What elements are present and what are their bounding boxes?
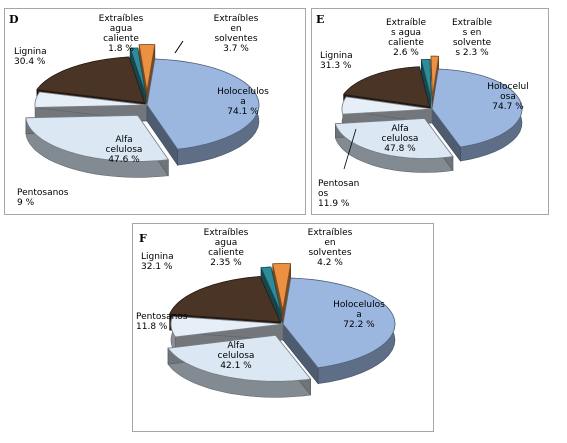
slice-holocelulosa [282, 277, 396, 369]
slice-alfa-celulosa [25, 114, 170, 162]
pie-chart-d [25, 40, 260, 178]
label-extraibles-solventes: Extraíbles en solventes 3.7 % [213, 14, 259, 54]
slice-holocelulosa [431, 68, 523, 148]
slice-alfa-celulosa [334, 118, 454, 159]
slice-lignina [36, 56, 145, 104]
label-alfa-celulosa: Alfa celulosa 47.8 % [381, 124, 419, 154]
label-extraibles-solventes: Extraíble s en solvente s 2.3 % [451, 18, 492, 58]
panel-letter: E [316, 13, 325, 26]
slice-lignina [169, 276, 281, 323]
slice-lignina [342, 66, 431, 107]
label-extraibles-solventes: Extraíbles en solventes 4.2 % [307, 228, 353, 268]
label-alfa-celulosa: Alfa celulosa 47.6 % [105, 135, 143, 165]
label-pentosanos: Pentosanos 9 % [17, 188, 69, 208]
label-pentosanos: Pentosanos 11.8 % [136, 312, 188, 332]
label-holocelulosa: Holocelul osa 74.7 % [487, 82, 529, 112]
slice-extraibles-agua-caliente [420, 59, 432, 100]
slice-pentosanos [34, 91, 148, 108]
label-holocelulosa: Holocelulos a 74.1 % [217, 87, 269, 117]
pie-chart-e [334, 55, 523, 173]
slice-pentosanos [170, 315, 284, 338]
label-lignina: Lignina 30.4 % [14, 47, 47, 67]
label-extraibles-agua-caliente: Extraíbles agua caliente 2.35 % [203, 228, 249, 268]
leader-line [343, 128, 357, 170]
slice-pentosanos [341, 96, 433, 115]
slice-extraibles-agua-caliente [129, 47, 146, 95]
slice-extraibles-agua-caliente [260, 266, 282, 314]
chart-panel-f: F Extraíbles agua caliente 2.35 % Extraí… [132, 223, 434, 432]
label-pentosanos: Pentosan os 11.9 % [318, 179, 360, 209]
panel-letter: D [9, 13, 19, 26]
slice-alfa-celulosa [167, 334, 312, 382]
panel-letter: F [139, 232, 147, 245]
leader-line [174, 40, 184, 54]
chart-panel-e: E Extraíble s agua caliente 2.6 % Extraí… [311, 8, 549, 215]
chart-panel-d: D Extraíbles agua caliente 1.8 % Extraíb… [4, 8, 306, 215]
slice-extraibles-solventes [138, 44, 156, 91]
label-lignina: Lignina 32.1 % [141, 252, 174, 272]
label-alfa-celulosa: Alfa celulosa 42.1 % [217, 341, 255, 371]
pie-chart-f [167, 263, 396, 398]
slice-extraibles-solventes [430, 55, 440, 97]
label-holocelulosa: Holocelulos a 72.2 % [333, 300, 385, 330]
label-extraibles-agua-caliente: Extraíbles agua caliente 1.8 % [98, 14, 144, 54]
label-lignina: Lignina 31.3 % [320, 51, 353, 71]
slice-holocelulosa [146, 58, 260, 150]
slice-extraibles-solventes [272, 263, 292, 310]
label-extraibles-agua-caliente: Extraíble s agua caliente 2.6 % [385, 18, 426, 58]
